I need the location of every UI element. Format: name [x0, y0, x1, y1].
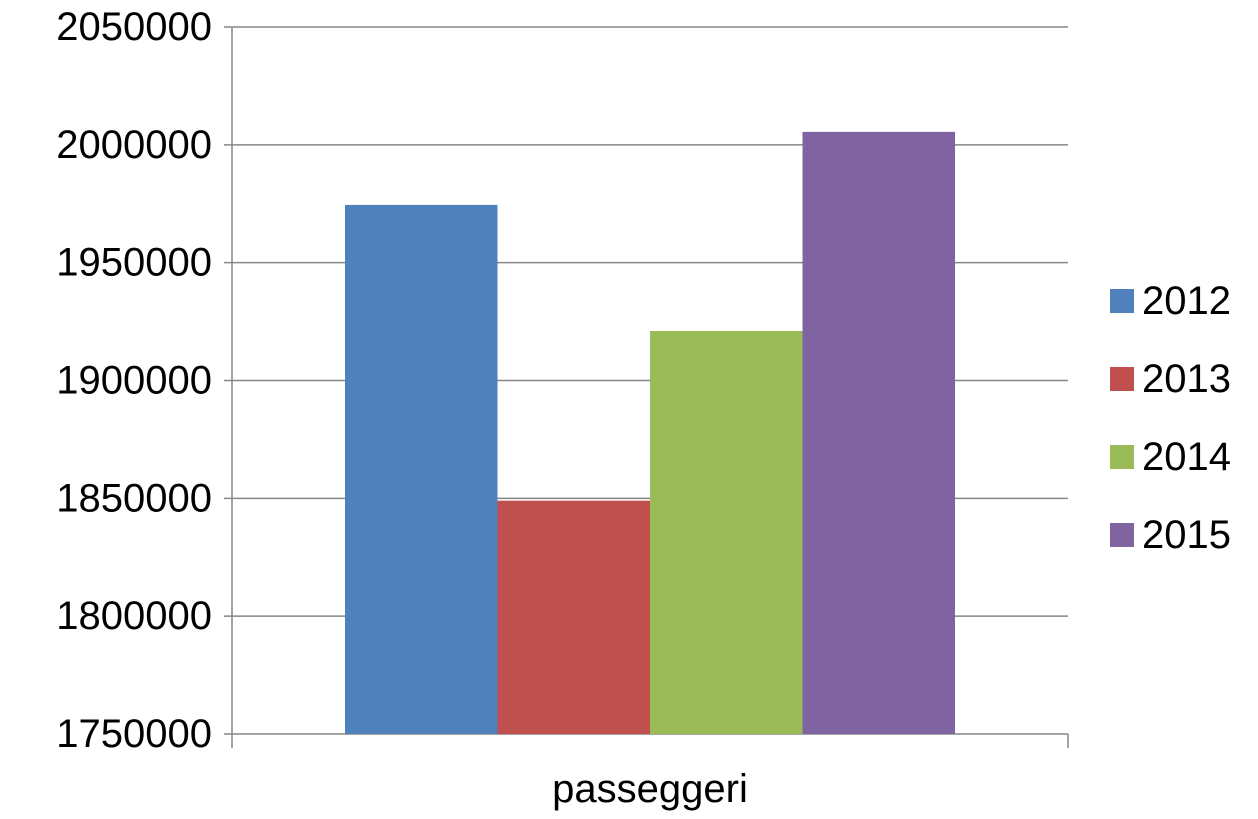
legend-item: 2014	[1110, 435, 1231, 479]
legend-item: 2013	[1110, 357, 1231, 401]
y-tick-labels: 1750000 1800000 1850000 1900000 1950000 20000…	[56, 5, 212, 756]
bar-2015	[802, 131, 955, 734]
x-category-label: passeggeri	[552, 767, 748, 811]
y-tick-label: 1800000	[56, 594, 212, 638]
y-tick-label: 2050000	[56, 5, 212, 49]
legend-label: 2012	[1142, 279, 1231, 323]
legend: 2012 2013 2014 2015	[1110, 279, 1231, 557]
bars	[345, 131, 955, 734]
legend-label: 2013	[1142, 357, 1231, 401]
bar-2014	[650, 331, 803, 734]
bar-2013	[497, 500, 650, 734]
bar-2012	[345, 204, 498, 734]
legend-item: 2015	[1110, 513, 1231, 557]
legend-swatch	[1110, 523, 1134, 547]
legend-label: 2015	[1142, 513, 1231, 557]
legend-item: 2012	[1110, 279, 1231, 323]
legend-swatch	[1110, 445, 1134, 469]
x-category-labels: passeggeri	[552, 767, 748, 811]
legend-swatch	[1110, 289, 1134, 313]
y-tick-label: 1950000	[56, 241, 212, 285]
legend-swatch	[1110, 367, 1134, 391]
y-tick-label: 1750000	[56, 712, 212, 756]
y-tick-label: 1850000	[56, 476, 212, 520]
legend-label: 2014	[1142, 435, 1231, 479]
y-tick-label: 2000000	[56, 123, 212, 167]
y-tick-label: 1900000	[56, 359, 212, 403]
